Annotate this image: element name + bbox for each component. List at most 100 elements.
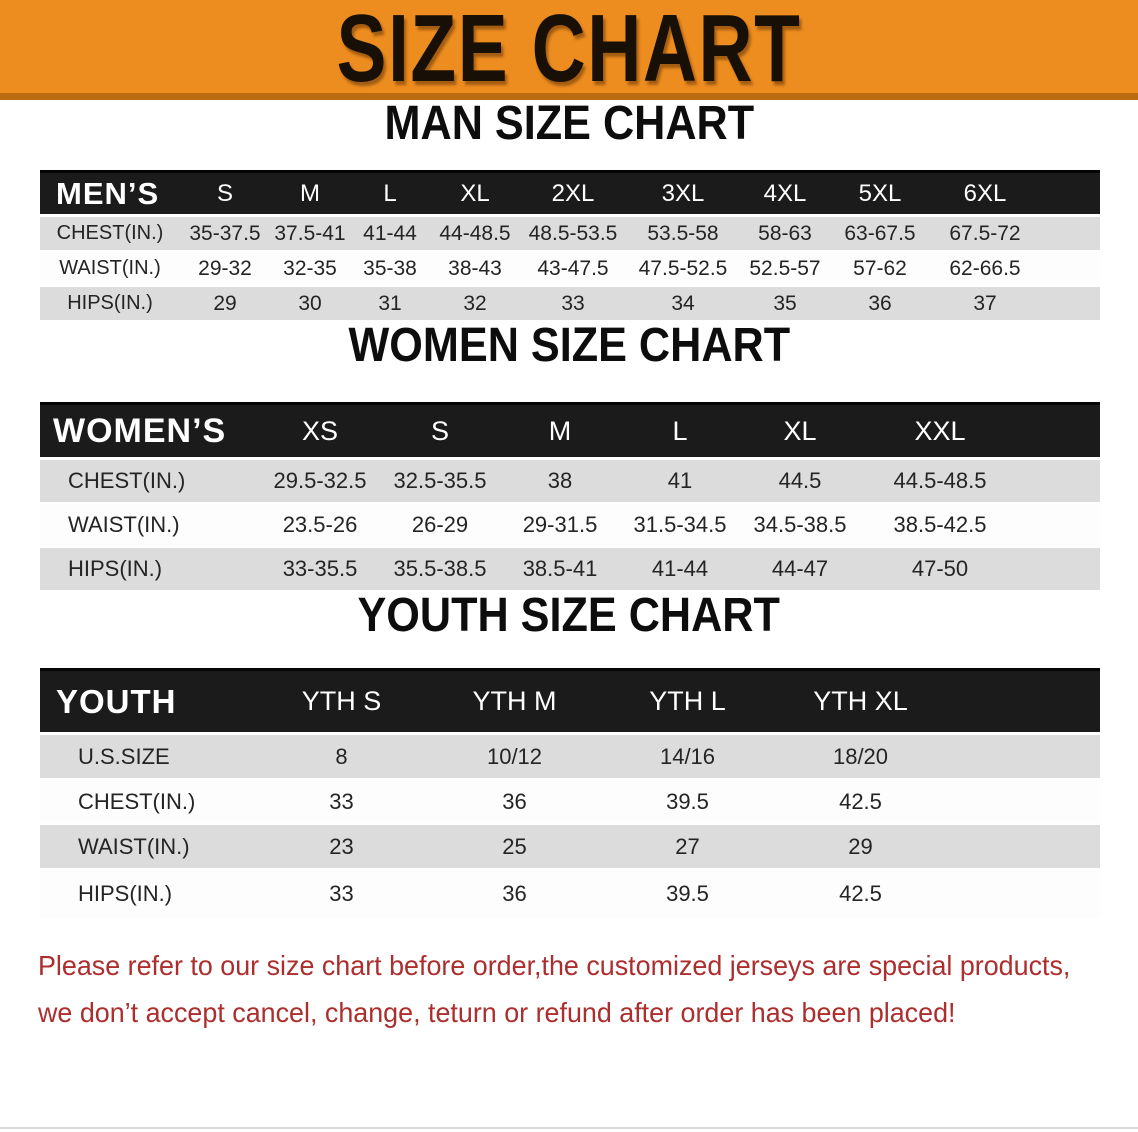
data-cell: 36 xyxy=(830,286,930,322)
womens-size-header: XXL xyxy=(860,402,1020,460)
womens-size-header: XL xyxy=(740,402,860,460)
data-cell: 35-37.5 xyxy=(180,215,270,252)
youth-size-header: YTH XL xyxy=(774,668,947,735)
mens-size-header: XL xyxy=(430,170,520,217)
womens-size-header: XS xyxy=(260,402,380,460)
data-cell: 44-47 xyxy=(740,547,860,592)
data-cell: 37 xyxy=(930,286,1040,322)
mens-group-label: MEN’S xyxy=(40,170,180,217)
data-cell: 43-47.5 xyxy=(520,251,626,287)
data-cell: 33-35.5 xyxy=(260,547,380,592)
data-cell: 48.5-53.5 xyxy=(520,215,626,252)
youth-header-row: YOUTH YTH S YTH M YTH L YTH XL xyxy=(40,668,1100,735)
data-cell: 33 xyxy=(255,779,428,825)
man-chart-heading: MAN SIZE CHART xyxy=(0,100,1138,148)
womens-size-header: S xyxy=(380,402,500,460)
data-cell: 36 xyxy=(428,869,601,920)
womens-size-table: WOMEN’S XS S M L XL XXL CHEST(IN.) 29.5-… xyxy=(40,402,1100,592)
womens-size-header: L xyxy=(620,402,740,460)
data-cell: 47.5-52.5 xyxy=(626,251,740,287)
data-cell: 35.5-38.5 xyxy=(380,547,500,592)
data-cell: 67.5-72 xyxy=(930,215,1040,252)
disclaimer-note: Please refer to our size chart before or… xyxy=(38,942,1138,1036)
data-cell: 31.5-34.5 xyxy=(620,503,740,548)
spacer-cell xyxy=(1040,286,1100,322)
row-label: CHEST(IN.) xyxy=(40,779,255,825)
data-cell: 35-38 xyxy=(350,251,430,287)
women-chart-heading-text: WOMEN SIZE CHART xyxy=(348,319,790,372)
youth-chart-heading-text: YOUTH SIZE CHART xyxy=(357,589,781,642)
spacer-cell xyxy=(1020,458,1100,504)
data-cell: 32-35 xyxy=(270,251,350,287)
spacer-cell xyxy=(1040,251,1100,287)
row-label: HIPS(IN.) xyxy=(40,547,260,592)
data-cell: 35 xyxy=(740,286,830,322)
mens-size-header: 5XL xyxy=(830,170,930,217)
row-label: HIPS(IN.) xyxy=(40,869,255,920)
data-cell: 38-43 xyxy=(430,251,520,287)
data-cell: 31 xyxy=(350,286,430,322)
youth-size-header: YTH S xyxy=(255,668,428,735)
data-cell: 25 xyxy=(428,824,601,870)
data-cell: 53.5-58 xyxy=(626,215,740,252)
table-row: WAIST(IN.) 29-32 32-35 35-38 38-43 43-47… xyxy=(40,251,1100,287)
data-cell: 36 xyxy=(428,779,601,825)
table-row: HIPS(IN.) 33-35.5 35.5-38.5 38.5-41 41-4… xyxy=(40,547,1100,592)
data-cell: 32 xyxy=(430,286,520,322)
data-cell: 8 xyxy=(255,733,428,780)
data-cell: 34 xyxy=(626,286,740,322)
data-cell: 27 xyxy=(601,824,774,870)
data-cell: 38.5-42.5 xyxy=(860,503,1020,548)
mens-size-header: 6XL xyxy=(930,170,1040,217)
mens-size-header: 2XL xyxy=(520,170,626,217)
data-cell: 29 xyxy=(774,824,947,870)
spacer-cell xyxy=(1020,503,1100,548)
youth-group-label: YOUTH xyxy=(40,668,255,735)
row-label: CHEST(IN.) xyxy=(40,458,260,504)
youth-chart-heading: YOUTH SIZE CHART xyxy=(0,592,1138,640)
row-label: U.S.SIZE xyxy=(40,733,255,780)
spacer-cell xyxy=(1040,170,1100,217)
data-cell: 44.5-48.5 xyxy=(860,458,1020,504)
row-label: CHEST(IN.) xyxy=(40,215,180,252)
mens-size-header: S xyxy=(180,170,270,217)
women-chart-heading: WOMEN SIZE CHART xyxy=(0,322,1138,370)
table-row: HIPS(IN.) 33 36 39.5 42.5 xyxy=(40,869,1100,920)
youth-size-header: YTH M xyxy=(428,668,601,735)
womens-size-header: M xyxy=(500,402,620,460)
data-cell: 38.5-41 xyxy=(500,547,620,592)
man-chart-heading-text: MAN SIZE CHART xyxy=(384,97,754,150)
table-row: CHEST(IN.) 33 36 39.5 42.5 xyxy=(40,779,1100,825)
data-cell: 58-63 xyxy=(740,215,830,252)
data-cell: 52.5-57 xyxy=(740,251,830,287)
data-cell: 29-32 xyxy=(180,251,270,287)
row-label: WAIST(IN.) xyxy=(40,503,260,548)
spacer-cell xyxy=(947,668,1100,735)
table-row: WAIST(IN.) 23.5-26 26-29 29-31.5 31.5-34… xyxy=(40,503,1100,548)
data-cell: 63-67.5 xyxy=(830,215,930,252)
table-row: WAIST(IN.) 23 25 27 29 xyxy=(40,824,1100,870)
mens-header-row: MEN’S S M L XL 2XL 3XL 4XL 5XL 6XL xyxy=(40,170,1100,217)
data-cell: 47-50 xyxy=(860,547,1020,592)
data-cell: 57-62 xyxy=(830,251,930,287)
mens-size-header: L xyxy=(350,170,430,217)
data-cell: 34.5-38.5 xyxy=(740,503,860,548)
data-cell: 33 xyxy=(255,869,428,920)
data-cell: 41-44 xyxy=(620,547,740,592)
mens-size-table: MEN’S S M L XL 2XL 3XL 4XL 5XL 6XL CHEST… xyxy=(40,170,1100,322)
row-label: WAIST(IN.) xyxy=(40,824,255,870)
data-cell: 23 xyxy=(255,824,428,870)
mens-size-header: 3XL xyxy=(626,170,740,217)
data-cell: 41-44 xyxy=(350,215,430,252)
data-cell: 39.5 xyxy=(601,869,774,920)
youth-size-table: YOUTH YTH S YTH M YTH L YTH XL U.S.SIZE … xyxy=(40,668,1100,920)
data-cell: 42.5 xyxy=(774,779,947,825)
data-cell: 42.5 xyxy=(774,869,947,920)
spacer-cell xyxy=(1020,402,1100,460)
womens-header-row: WOMEN’S XS S M L XL XXL xyxy=(40,402,1100,460)
spacer-cell xyxy=(947,779,1100,825)
data-cell: 26-29 xyxy=(380,503,500,548)
spacer-cell xyxy=(947,824,1100,870)
data-cell: 44-48.5 xyxy=(430,215,520,252)
